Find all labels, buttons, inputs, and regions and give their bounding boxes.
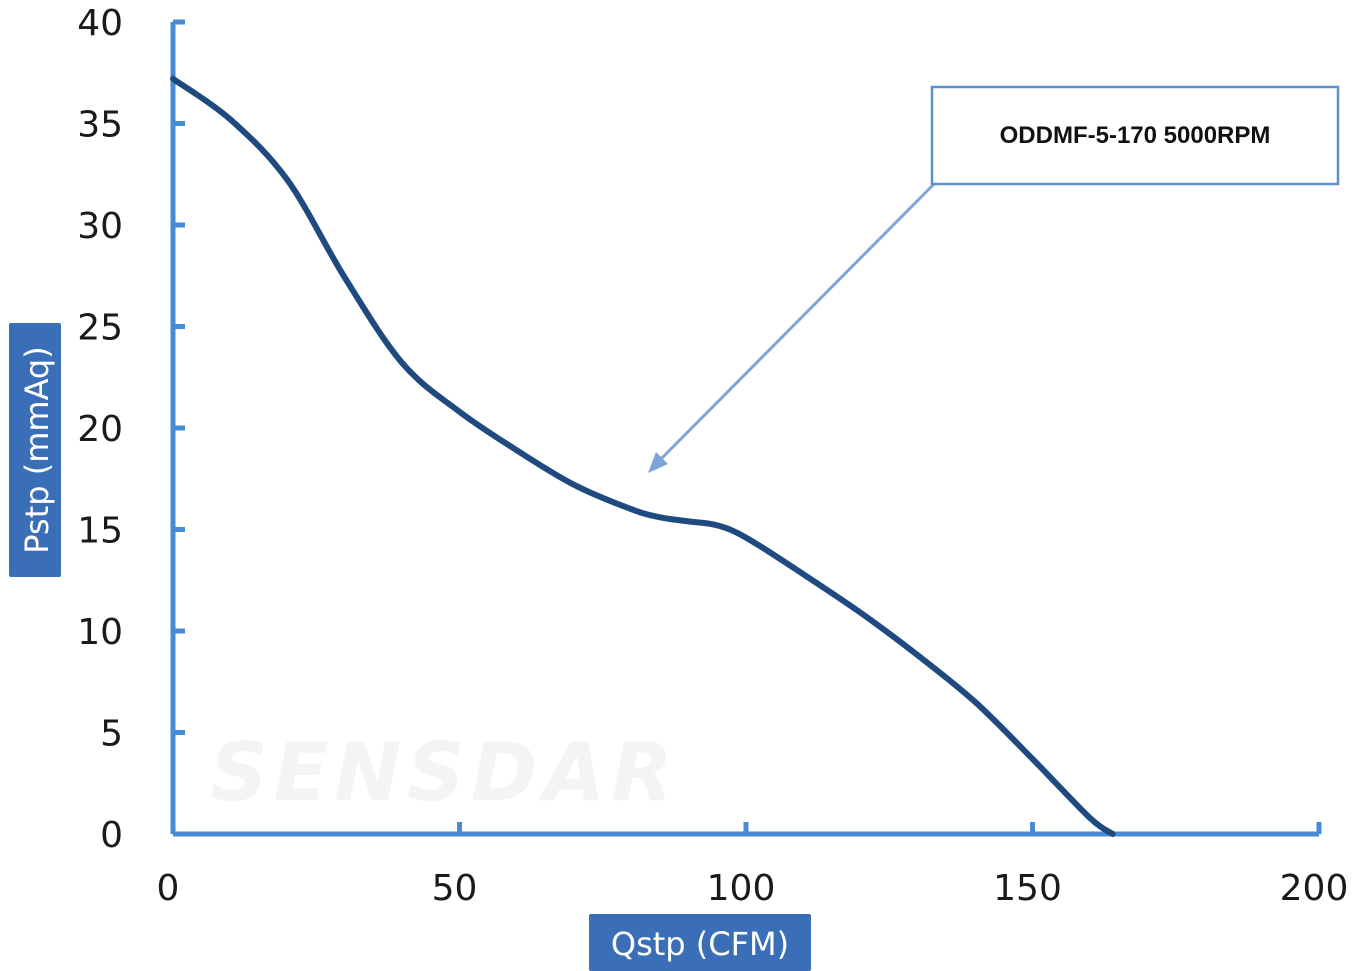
watermark-text: SENSDAR [210, 726, 679, 819]
watermark: SENSDAR [210, 726, 679, 819]
x-tick-label: 150 [993, 868, 1062, 909]
y-tick-label: 40 [77, 3, 123, 44]
y-tick-label: 35 [77, 105, 123, 146]
y-axis-title: Pstp (mmAq) [18, 346, 56, 553]
y-axis-title-box [9, 323, 61, 577]
y-tick-label: 15 [77, 511, 123, 552]
callout-arrowhead [648, 452, 668, 473]
callout-label: ODDMF-5-170 5000RPM [1000, 122, 1271, 149]
callout-arrow-line [655, 182, 936, 465]
y-tick-label: 0 [100, 815, 123, 856]
x-tick-label: 200 [1280, 868, 1349, 909]
x-axis-title: Qstp (CFM) [611, 925, 789, 963]
x-tick-label: 100 [707, 868, 776, 909]
x-axis-title-group: Qstp (CFM) [589, 914, 811, 971]
callout-box [930, 85, 1340, 186]
series-line [170, 75, 1116, 837]
series-layer [170, 75, 1116, 837]
y-tick-label: 5 [100, 714, 123, 755]
y-tick-label: 10 [77, 612, 123, 653]
y-ticks: 0 5 10 15 20 25 30 35 40 [77, 3, 185, 856]
series-callout: ODDMF-5-170 5000RPM [648, 85, 1340, 473]
y-axis-title-group: Pstp (mmAq) [9, 323, 61, 577]
y-tick-label: 25 [77, 308, 123, 349]
y-tick-label: 30 [77, 206, 123, 247]
x-tick-label: 0 [157, 868, 180, 909]
x-ticks: 0 50 100 150 200 [157, 822, 1349, 909]
y-tick-label: 20 [77, 409, 123, 450]
x-axis-title-box [589, 914, 811, 971]
x-tick-label: 50 [432, 868, 478, 909]
